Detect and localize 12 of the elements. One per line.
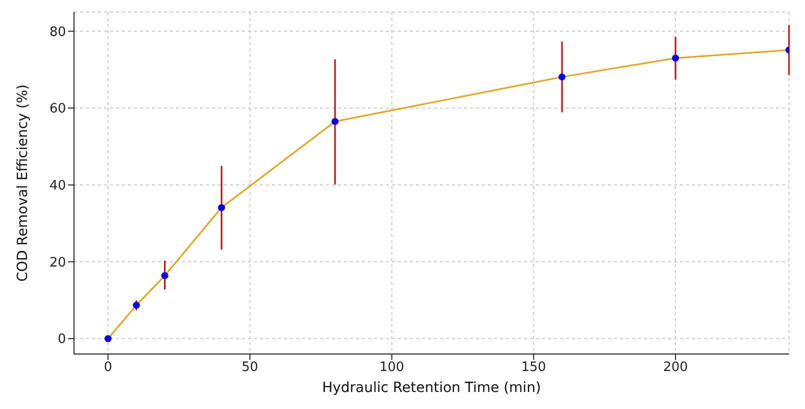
y-tick-label: 80 — [49, 24, 66, 40]
y-tick-label: 0 — [58, 332, 66, 348]
x-tick-label: 50 — [242, 360, 258, 376]
x-axis-title: Hydraulic Retention Time (min) — [322, 380, 541, 396]
x-tick-label: 200 — [663, 360, 688, 376]
y-tick-label: 60 — [49, 102, 66, 117]
x-tick-label: 150 — [521, 360, 546, 376]
y-tick-label: 20 — [49, 255, 66, 270]
y-axis-title: COD Removal Efficiency (%) — [14, 84, 31, 282]
x-tick-label: 0 — [104, 360, 112, 376]
y-tick-label: 40 — [49, 178, 66, 194]
x-tick-label: 100 — [379, 360, 404, 376]
